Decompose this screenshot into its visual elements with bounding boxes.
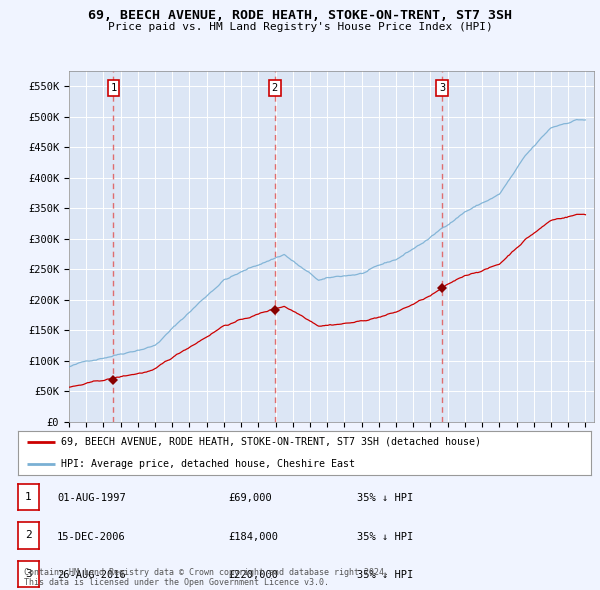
Text: 3: 3 xyxy=(25,569,32,579)
Text: 1: 1 xyxy=(110,83,116,93)
Text: Contains HM Land Registry data © Crown copyright and database right 2024.
This d: Contains HM Land Registry data © Crown c… xyxy=(24,568,389,587)
Text: £184,000: £184,000 xyxy=(228,532,278,542)
Text: 3: 3 xyxy=(439,83,445,93)
Text: £220,000: £220,000 xyxy=(228,570,278,580)
Text: 35% ↓ HPI: 35% ↓ HPI xyxy=(357,532,413,542)
Text: 35% ↓ HPI: 35% ↓ HPI xyxy=(357,493,413,503)
Text: 26-AUG-2016: 26-AUG-2016 xyxy=(57,570,126,580)
Text: 69, BEECH AVENUE, RODE HEATH, STOKE-ON-TRENT, ST7 3SH (detached house): 69, BEECH AVENUE, RODE HEATH, STOKE-ON-T… xyxy=(61,437,481,447)
Text: 1: 1 xyxy=(25,492,32,502)
Text: £69,000: £69,000 xyxy=(228,493,272,503)
Text: Price paid vs. HM Land Registry's House Price Index (HPI): Price paid vs. HM Land Registry's House … xyxy=(107,22,493,32)
Text: 2: 2 xyxy=(25,530,32,540)
Text: 01-AUG-1997: 01-AUG-1997 xyxy=(57,493,126,503)
Text: 15-DEC-2006: 15-DEC-2006 xyxy=(57,532,126,542)
Text: 69, BEECH AVENUE, RODE HEATH, STOKE-ON-TRENT, ST7 3SH: 69, BEECH AVENUE, RODE HEATH, STOKE-ON-T… xyxy=(88,9,512,22)
Text: 35% ↓ HPI: 35% ↓ HPI xyxy=(357,570,413,580)
Text: 2: 2 xyxy=(272,83,278,93)
Text: HPI: Average price, detached house, Cheshire East: HPI: Average price, detached house, Ches… xyxy=(61,459,355,469)
